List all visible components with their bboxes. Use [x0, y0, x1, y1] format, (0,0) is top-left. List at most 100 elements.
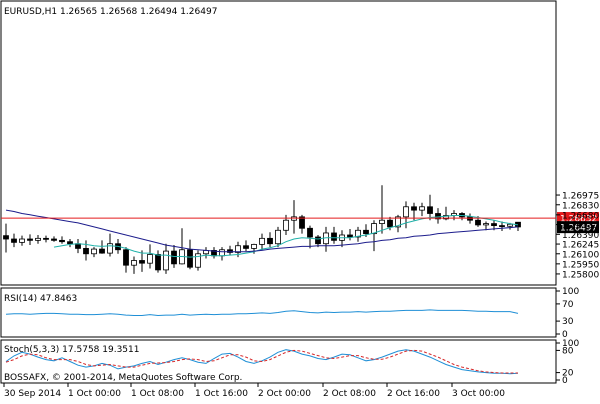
current-price-box	[557, 221, 599, 234]
x-tick-label: 3 Oct 00:00	[452, 389, 505, 399]
candle-body	[107, 243, 113, 254]
y-tick-label: 1.26535	[562, 221, 599, 231]
candle-body	[67, 241, 73, 245]
candle-body	[35, 237, 41, 241]
candle-body	[499, 225, 505, 227]
x-tick-label: 30 Sep 2014	[4, 389, 61, 399]
candle-body	[99, 248, 105, 254]
candle-body	[227, 249, 233, 253]
rsi-pane	[5, 309, 519, 317]
candle-body	[259, 237, 265, 245]
main-pane-frame	[0, 0, 557, 286]
candle-body	[347, 234, 353, 238]
candle-body	[275, 229, 281, 245]
rsi-tick-label: 30	[562, 317, 574, 327]
candle-body	[59, 239, 65, 243]
stoch-signal-line	[5, 349, 518, 374]
candle-body	[283, 219, 289, 231]
y-tick-label: 1.26245	[562, 241, 599, 251]
candle-body	[363, 229, 369, 235]
candle-body	[483, 223, 489, 226]
y-tick-label: 1.26680	[562, 211, 599, 221]
candle-body	[307, 227, 313, 238]
current-price-label: 1.26497	[560, 224, 597, 234]
candle-body	[267, 237, 273, 245]
candle-body	[83, 248, 89, 255]
candle-body	[355, 229, 361, 238]
candle-body	[91, 248, 97, 255]
candle-body	[11, 238, 17, 243]
x-tick-label: 1 Oct 00:00	[68, 389, 121, 399]
ma-slow-line	[5, 209, 519, 253]
candle-body	[75, 243, 81, 249]
price-level-box	[557, 212, 599, 225]
candle-body	[403, 206, 409, 218]
main-pane	[1, 185, 556, 274]
x-tick-label: 1 Oct 08:00	[131, 389, 184, 399]
ma-fast-line	[53, 215, 519, 258]
y-tick-label: 1.26830	[562, 201, 599, 211]
price-level-label: 1.26632	[560, 215, 597, 225]
rsi-pane-frame	[0, 287, 557, 338]
candle-body	[51, 238, 57, 241]
candle-body	[379, 219, 385, 224]
stoch-pane	[5, 349, 519, 375]
candle-body	[171, 250, 177, 265]
candle-body	[411, 206, 417, 211]
rsi-line	[5, 309, 519, 317]
candle-body	[251, 243, 257, 249]
candle-body	[139, 260, 145, 264]
candle-body	[147, 254, 153, 264]
stoch-label: Stoch(5,3,3) 17.5758 19.3511	[4, 345, 139, 355]
symbol-header: EURUSD,H1 1.26565 1.26568 1.26494 1.2649…	[4, 7, 217, 17]
candle-body	[371, 223, 377, 235]
candle-body	[315, 236, 321, 245]
candle-body	[131, 260, 137, 266]
rsi-tick-label: 70	[562, 300, 574, 310]
candle-body	[155, 254, 161, 271]
stoch-tick-label: 80	[562, 346, 574, 356]
y-tick-label: 1.26975	[562, 192, 599, 202]
candle-body	[299, 216, 305, 229]
candle-body	[19, 238, 25, 243]
candle-body	[427, 206, 433, 214]
y-tick-label: 1.25800	[562, 270, 599, 280]
candle-body	[395, 216, 401, 228]
stoch-pane-frame	[0, 339, 557, 384]
stoch-main-line	[5, 349, 519, 375]
stoch-tick-label: 20	[562, 369, 574, 379]
candle-body	[27, 238, 33, 241]
x-tick-label: 1 Oct 16:00	[195, 389, 248, 399]
candle-body	[443, 215, 449, 220]
y-tick-label: 1.26390	[562, 231, 599, 241]
x-tick-label: 2 Oct 08:00	[323, 389, 376, 399]
stoch-tick-label: 0	[562, 376, 568, 386]
y-tick-label: 1.26100	[562, 250, 599, 260]
candle-body	[163, 250, 169, 271]
y-tick-label: 1.25950	[562, 260, 599, 270]
candle-body	[507, 223, 513, 227]
candle-body	[419, 206, 425, 211]
candle-body	[3, 235, 9, 240]
candle-body	[475, 219, 481, 226]
candle-body	[187, 249, 193, 268]
candle-body	[195, 253, 201, 268]
candle-body	[243, 245, 249, 249]
candle-body	[387, 219, 393, 228]
candle-body	[219, 249, 225, 257]
rsi-label: RSI(14) 47.8463	[4, 294, 77, 304]
rsi-tick-label: 0	[562, 330, 568, 340]
copyright-text: BOSSAFX, © 2001-2014, MetaQuotes Softwar…	[4, 373, 242, 383]
x-tick-label: 2 Oct 16:00	[387, 389, 440, 399]
stoch-tick-label: 100	[562, 339, 579, 349]
candle-body	[331, 232, 337, 241]
x-tick-label: 2 Oct 00:00	[258, 389, 311, 399]
candle-body	[123, 249, 129, 266]
candle-body	[43, 237, 49, 240]
candle-body	[235, 245, 241, 253]
rsi-tick-label: 100	[562, 287, 579, 297]
candle-body	[491, 223, 497, 226]
